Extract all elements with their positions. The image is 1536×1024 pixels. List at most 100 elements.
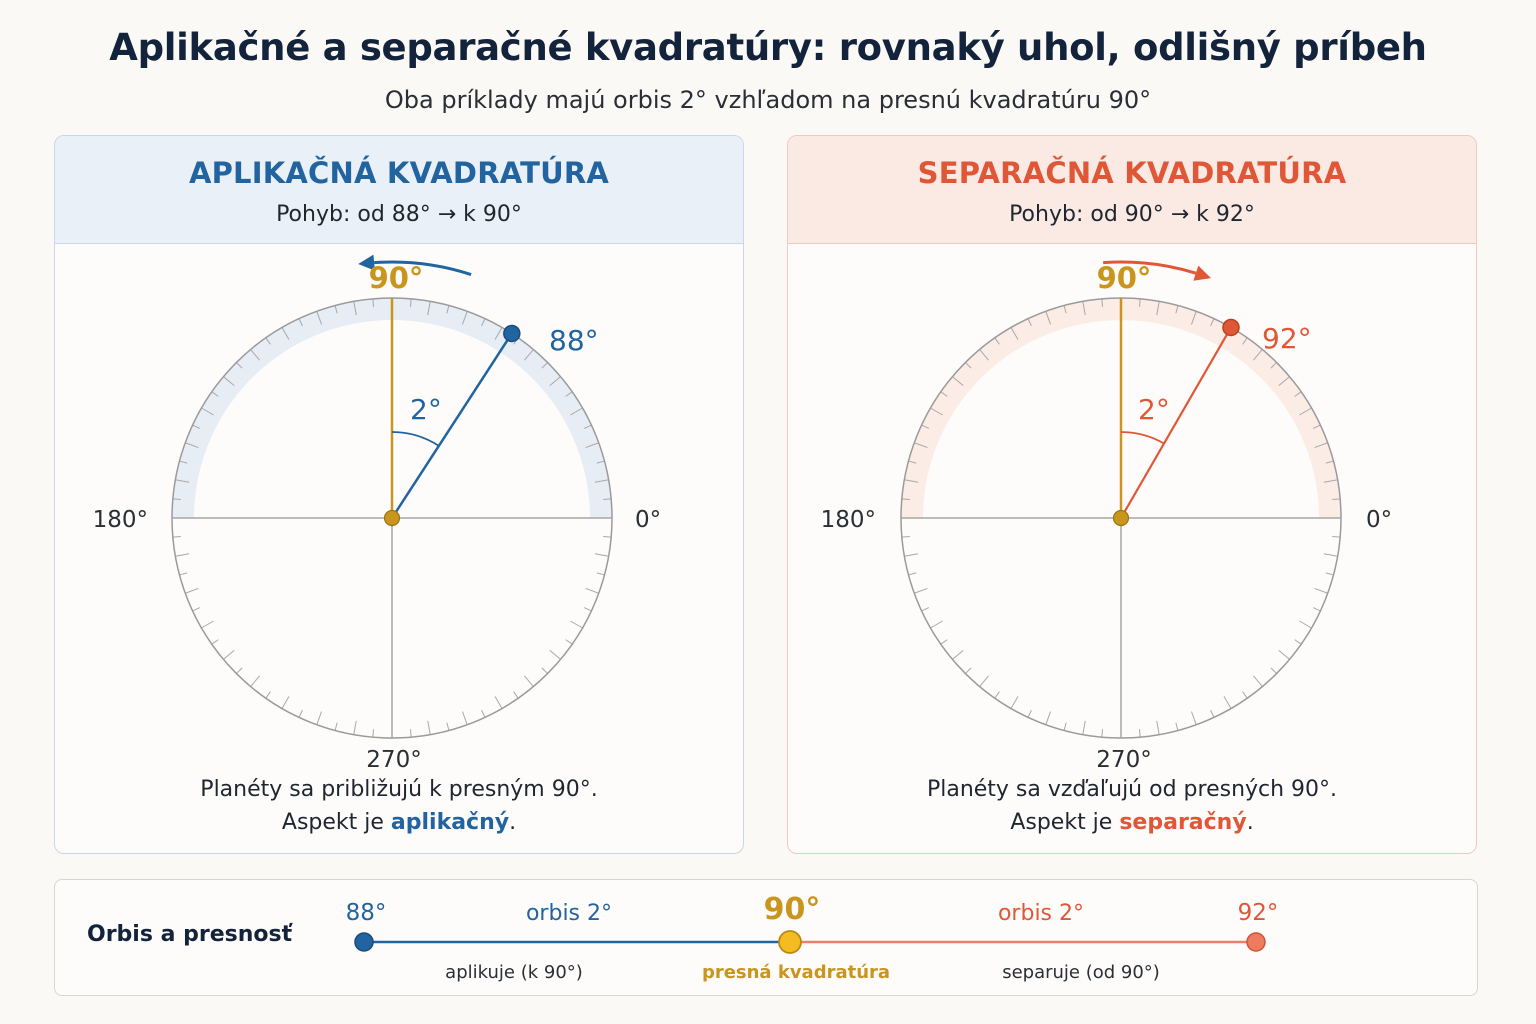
degree-tick bbox=[494, 327, 503, 340]
degree-tick bbox=[1278, 376, 1290, 386]
degree-tick bbox=[570, 407, 583, 416]
scale-orbis-right: orbis 2° bbox=[998, 901, 1084, 926]
separating-caption-line1: Planéty sa vzďaľujú od presných 90°. bbox=[926, 777, 1338, 802]
degree-tick bbox=[1101, 729, 1104, 738]
applying-caption-line1: Planéty sa približujú k presným 90°. bbox=[200, 777, 598, 802]
degree-tick bbox=[921, 424, 930, 429]
separating-caption-line2: Aspekt je separačný. bbox=[788, 810, 1476, 835]
page-subtitle: Oba príklady majú orbis 2° vzhľadom na p… bbox=[384, 86, 1152, 114]
degree-tick bbox=[211, 639, 219, 645]
scale-caption-separating: separuje (od 90°) bbox=[1002, 962, 1160, 983]
degree-tick bbox=[1045, 311, 1052, 325]
degree-tick bbox=[179, 572, 188, 576]
orbis-scale-box: Orbis a presnosť 88° 90° 92° orbis 2° or… bbox=[54, 879, 1478, 996]
scale-dot-88 bbox=[354, 932, 374, 952]
degree-tick bbox=[1253, 675, 1263, 687]
degree-tick bbox=[1299, 620, 1312, 629]
applying-panel-header: APLIKAČNÁ KVADRATÚRA Pohyb: od 88° → k 9… bbox=[55, 136, 743, 244]
degree-tick bbox=[1082, 720, 1086, 735]
degree-tick bbox=[908, 572, 917, 576]
degree-tick bbox=[1294, 639, 1302, 645]
caption-prefix: Aspekt je bbox=[281, 810, 391, 835]
planet-dot bbox=[1222, 318, 1240, 337]
degree-tick bbox=[427, 301, 431, 316]
applying-panel-motion: Pohyb: od 88° → k 90° bbox=[276, 202, 522, 227]
orbis-angle-arc bbox=[1120, 431, 1165, 445]
degree-tick bbox=[461, 311, 468, 325]
degree-tick bbox=[914, 442, 928, 449]
degree-tick bbox=[583, 607, 592, 612]
degree-tick bbox=[585, 587, 599, 594]
degree-tick bbox=[236, 362, 243, 369]
scale-orbis-left: orbis 2° bbox=[526, 901, 612, 926]
label-270: 270° bbox=[1096, 747, 1151, 773]
degree-tick bbox=[175, 479, 190, 483]
caption-prefix: Aspekt je bbox=[1010, 810, 1120, 835]
degree-tick bbox=[1063, 722, 1067, 731]
degree-tick bbox=[603, 498, 612, 501]
degree-tick bbox=[594, 553, 609, 557]
degree-tick bbox=[921, 607, 930, 612]
degree-tick bbox=[965, 362, 972, 369]
degree-tick bbox=[940, 639, 948, 645]
degree-tick bbox=[549, 650, 561, 660]
degree-tick bbox=[594, 479, 609, 483]
degree-tick bbox=[250, 675, 260, 687]
degree-tick bbox=[1325, 572, 1334, 576]
applying-keyword: aplikačný bbox=[390, 810, 510, 835]
degree-tick bbox=[1175, 305, 1179, 314]
degree-tick bbox=[1082, 301, 1086, 316]
label-270: 270° bbox=[366, 747, 421, 773]
degree-tick bbox=[316, 711, 323, 725]
degree-tick bbox=[192, 424, 201, 429]
degree-tick bbox=[952, 650, 964, 660]
degree-tick bbox=[994, 691, 1000, 699]
separating-panel-title: SEPARAČNÁ KVADRATÚRA bbox=[917, 156, 1347, 190]
separating-panel-motion: Pohyb: od 90° → k 92° bbox=[1009, 202, 1255, 227]
degree-tick bbox=[179, 460, 188, 464]
planet-line bbox=[1120, 326, 1232, 519]
degree-tick bbox=[1138, 298, 1141, 307]
degree-tick bbox=[541, 362, 548, 369]
degree-tick bbox=[549, 376, 561, 386]
degree-tick bbox=[201, 620, 214, 629]
scale-dot-92 bbox=[1246, 932, 1266, 952]
degree-tick bbox=[281, 327, 290, 340]
degree-tick bbox=[172, 535, 181, 538]
degree-tick bbox=[1175, 722, 1179, 731]
degree-tick bbox=[930, 407, 943, 416]
motion-arrowhead bbox=[1193, 265, 1212, 281]
label-90: 90° bbox=[369, 261, 424, 295]
degree-tick bbox=[1101, 298, 1104, 307]
degree-tick bbox=[494, 696, 503, 709]
degree-tick bbox=[994, 337, 1000, 345]
orbis-scale-title: Orbis a presnosť bbox=[87, 922, 293, 947]
degree-tick bbox=[175, 553, 190, 557]
degree-tick bbox=[298, 709, 303, 718]
degree-tick bbox=[236, 667, 243, 674]
applying-panel-title: APLIKAČNÁ KVADRATÚRA bbox=[188, 156, 610, 190]
degree-tick bbox=[1210, 709, 1215, 718]
scale-label-90: 90° bbox=[764, 892, 821, 927]
applying-caption-line2: Aspekt je aplikačný. bbox=[55, 810, 743, 835]
scale-label-88: 88° bbox=[346, 900, 387, 926]
degree-tick bbox=[901, 535, 910, 538]
degree-tick bbox=[904, 479, 919, 483]
degree-tick bbox=[524, 675, 534, 687]
label-180: 180° bbox=[821, 507, 876, 533]
scale-caption-applying: aplikuje (k 90°) bbox=[445, 962, 583, 983]
degree-tick bbox=[1190, 711, 1197, 725]
applying-square-panel: APLIKAČNÁ KVADRATÚRA Pohyb: od 88° → k 9… bbox=[54, 135, 744, 854]
orbis-angle-label: 2° bbox=[1138, 393, 1170, 426]
degree-tick bbox=[1299, 407, 1312, 416]
degree-tick bbox=[192, 607, 201, 612]
label-0: 0° bbox=[1366, 507, 1392, 533]
degree-tick bbox=[1325, 460, 1334, 464]
degree-tick bbox=[1156, 301, 1160, 316]
degree-tick bbox=[901, 498, 910, 501]
degree-tick bbox=[185, 587, 199, 594]
degree-tick bbox=[565, 391, 573, 397]
degree-tick bbox=[334, 722, 338, 731]
planet-line bbox=[390, 332, 513, 519]
degree-tick bbox=[979, 349, 989, 361]
